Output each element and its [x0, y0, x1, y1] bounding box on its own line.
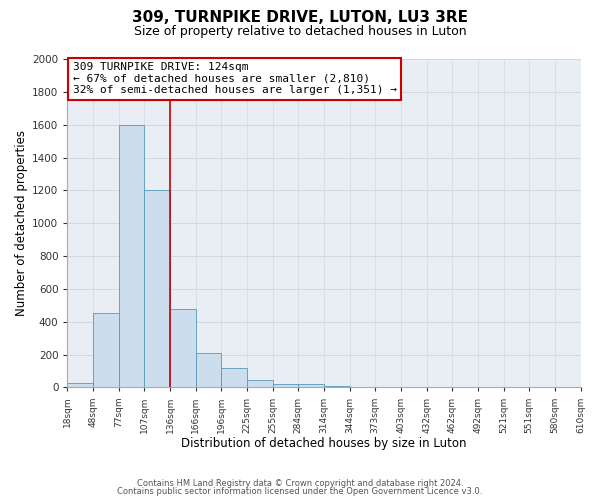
Bar — [196, 353, 221, 388]
Bar — [93, 312, 119, 388]
Text: 309 TURNPIKE DRIVE: 124sqm
← 67% of detached houses are smaller (2,810)
32% of s: 309 TURNPIKE DRIVE: 124sqm ← 67% of deta… — [73, 62, 397, 96]
Bar — [247, 380, 272, 388]
Bar — [272, 384, 298, 388]
Text: 309, TURNPIKE DRIVE, LUTON, LU3 3RE: 309, TURNPIKE DRIVE, LUTON, LU3 3RE — [132, 10, 468, 25]
Text: Contains public sector information licensed under the Open Government Licence v3: Contains public sector information licen… — [118, 487, 482, 496]
Bar — [324, 386, 350, 388]
Bar — [221, 368, 247, 388]
Text: Size of property relative to detached houses in Luton: Size of property relative to detached ho… — [134, 25, 466, 38]
Text: Contains HM Land Registry data © Crown copyright and database right 2024.: Contains HM Land Registry data © Crown c… — [137, 478, 463, 488]
X-axis label: Distribution of detached houses by size in Luton: Distribution of detached houses by size … — [181, 437, 467, 450]
Bar — [170, 308, 196, 388]
Bar — [67, 382, 93, 388]
Bar — [145, 190, 170, 388]
Y-axis label: Number of detached properties: Number of detached properties — [15, 130, 28, 316]
Bar — [298, 384, 324, 388]
Bar — [119, 124, 145, 388]
